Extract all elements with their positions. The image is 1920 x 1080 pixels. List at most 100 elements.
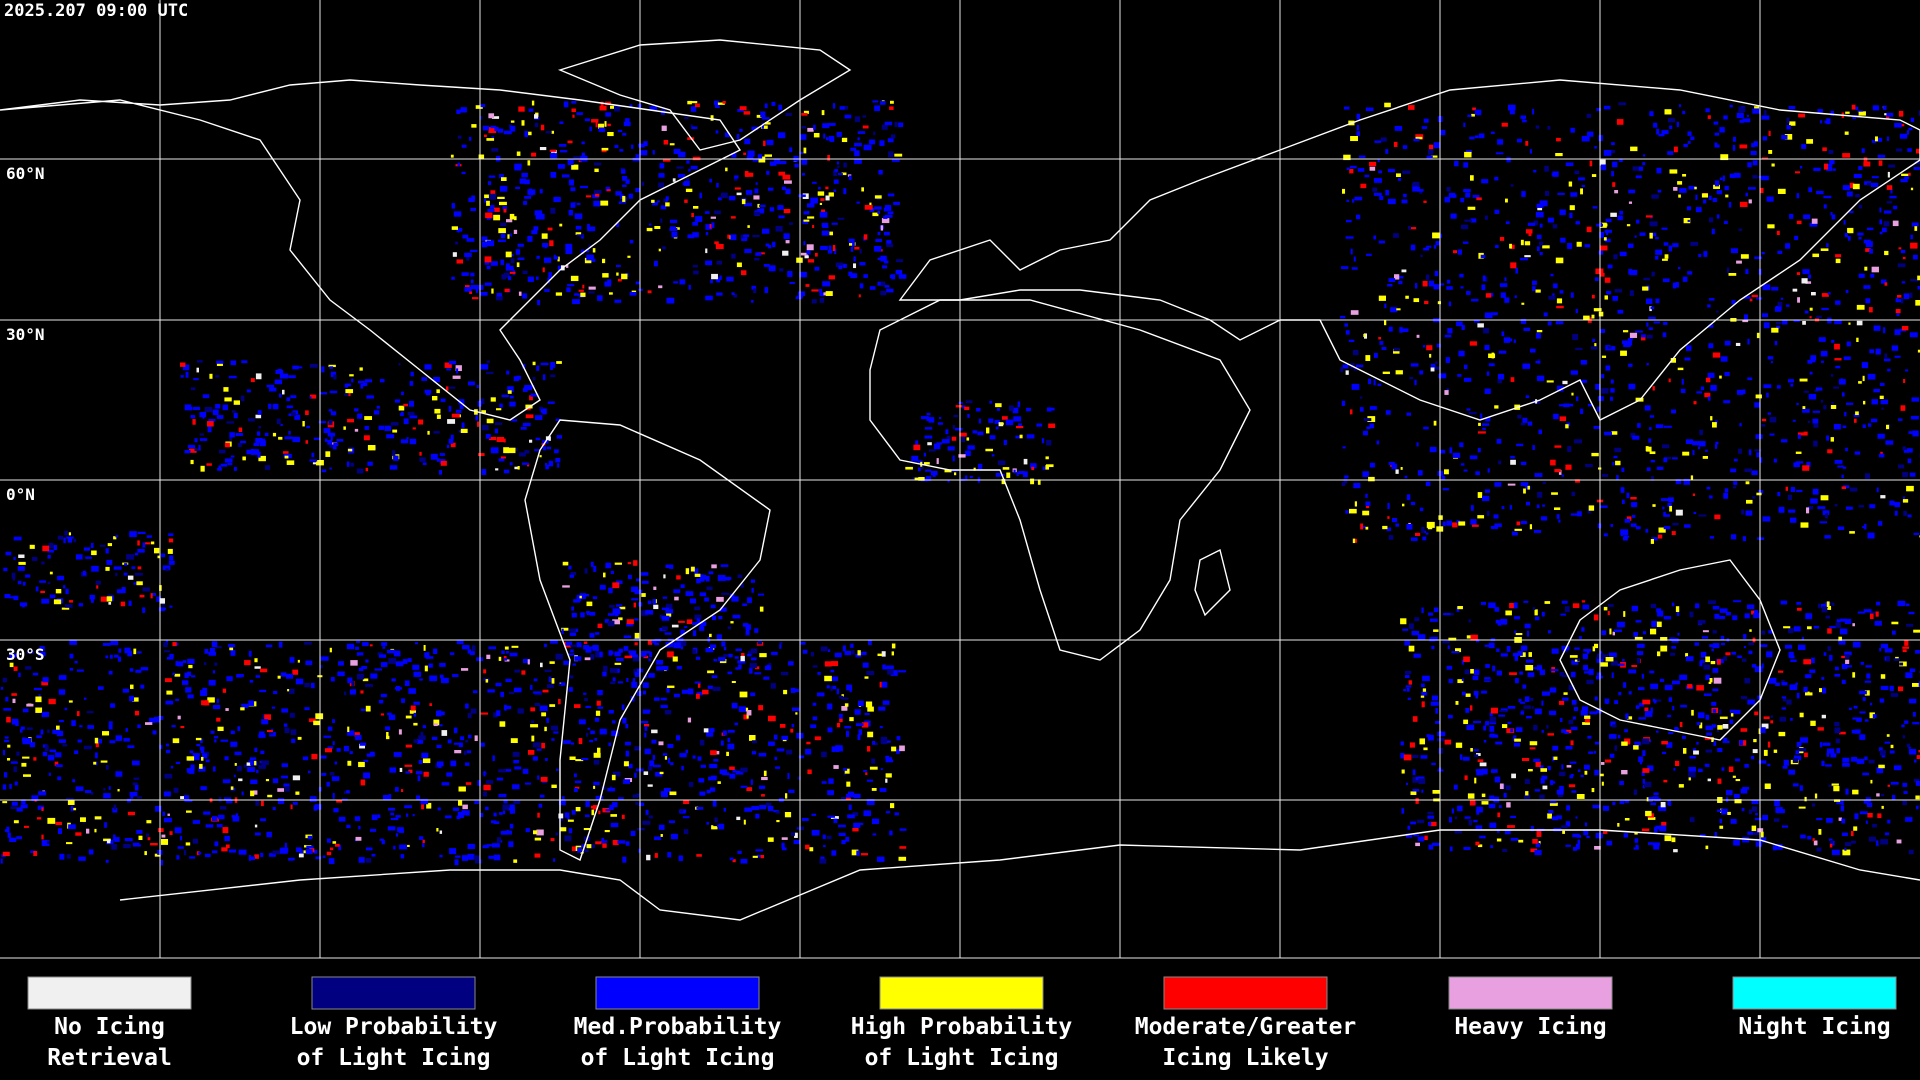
icing-speckle [1869, 307, 1873, 313]
icing-speckle [1903, 510, 1907, 516]
icing-speckle [691, 213, 694, 218]
icing-speckle [659, 163, 665, 169]
icing-speckle [346, 790, 350, 793]
icing-speckle [895, 269, 903, 275]
icing-speckle [1360, 525, 1366, 529]
icing-speckle [1662, 506, 1665, 510]
icing-speckle [234, 763, 237, 766]
icing-speckle [144, 851, 147, 856]
icing-speckle [1561, 729, 1567, 733]
icing-speckle [65, 797, 74, 801]
icing-speckle [486, 240, 495, 247]
icing-speckle [166, 743, 169, 747]
icing-speckle [1816, 315, 1822, 319]
icing-speckle [1886, 424, 1890, 430]
icing-speckle [1484, 644, 1493, 647]
icing-speckle [692, 265, 698, 268]
icing-speckle [807, 216, 815, 219]
icing-speckle [1796, 193, 1800, 199]
icing-speckle [22, 605, 25, 608]
icing-speckle [881, 124, 888, 130]
icing-speckle [363, 759, 369, 762]
icing-speckle [1485, 721, 1490, 726]
icing-speckle [1602, 474, 1609, 477]
icing-speckle [277, 798, 285, 804]
icing-speckle [783, 233, 790, 240]
icing-speckle [1648, 327, 1653, 331]
icing-speckle [1480, 254, 1486, 259]
icing-speckle [828, 649, 831, 652]
icing-speckle [332, 446, 337, 450]
icing-speckle [567, 816, 570, 820]
icing-speckle [1018, 423, 1023, 426]
icing-speckle [513, 229, 518, 234]
icing-speckle [1521, 645, 1528, 651]
icing-speckle [578, 738, 583, 745]
icing-speckle [1869, 504, 1876, 509]
icing-speckle [413, 712, 417, 717]
icing-speckle [1536, 234, 1542, 240]
icing-speckle [828, 778, 834, 784]
icing-speckle [1532, 445, 1535, 450]
icing-speckle [590, 730, 595, 735]
icing-speckle [660, 205, 667, 210]
icing-speckle [1864, 756, 1868, 761]
icing-speckle [1353, 350, 1359, 356]
icing-speckle [867, 706, 874, 712]
icing-speckle [749, 735, 756, 741]
icing-speckle [1709, 678, 1713, 683]
icing-speckle [555, 458, 561, 463]
icing-speckle [224, 756, 229, 761]
icing-speckle [1831, 849, 1840, 856]
icing-speckle [1776, 325, 1781, 329]
icing-speckle [1591, 314, 1595, 319]
icing-speckle [1609, 753, 1615, 758]
icing-speckle [56, 725, 60, 731]
icing-speckle [1485, 417, 1491, 422]
icing-speckle [751, 751, 757, 755]
icing-speckle [1886, 185, 1893, 190]
icing-speckle [1905, 603, 1910, 607]
icing-speckle [1615, 460, 1621, 466]
icing-speckle [1349, 508, 1357, 514]
icing-speckle [52, 729, 61, 734]
icing-speckle [513, 376, 520, 382]
icing-speckle [222, 404, 228, 411]
icing-speckle [1894, 510, 1898, 516]
icing-speckle [647, 709, 651, 713]
icing-speckle [102, 643, 111, 646]
icing-speckle [1672, 523, 1679, 526]
icing-speckle [1584, 822, 1587, 827]
icing-speckle [500, 185, 508, 192]
icing-speckle [192, 838, 199, 844]
icing-speckle [199, 433, 204, 436]
icing-speckle [833, 170, 838, 177]
icing-speckle [397, 827, 404, 832]
icing-speckle [945, 429, 949, 435]
icing-speckle [198, 445, 201, 450]
icing-speckle [223, 387, 229, 392]
icing-speckle [1553, 756, 1558, 760]
icing-speckle [622, 184, 627, 187]
icing-speckle [670, 762, 674, 766]
icing-speckle [289, 688, 295, 694]
icing-speckle [913, 444, 921, 451]
icing-speckle [1761, 424, 1766, 427]
icing-speckle [460, 107, 467, 113]
icing-speckle [944, 469, 952, 473]
icing-speckle [1502, 724, 1508, 729]
icing-speckle [1015, 435, 1023, 439]
icing-speckle [46, 840, 50, 844]
icing-speckle [99, 544, 106, 547]
icing-speckle [706, 789, 711, 794]
icing-speckle [1559, 672, 1565, 677]
icing-speckle [698, 778, 705, 783]
icing-speckle [819, 292, 825, 297]
icing-speckle [180, 375, 184, 378]
icing-speckle [1628, 691, 1632, 695]
icing-speckle [1663, 779, 1668, 783]
icing-speckle [767, 837, 774, 842]
icing-speckle [1637, 423, 1641, 428]
icing-speckle [226, 676, 233, 682]
icing-speckle [1515, 727, 1523, 732]
